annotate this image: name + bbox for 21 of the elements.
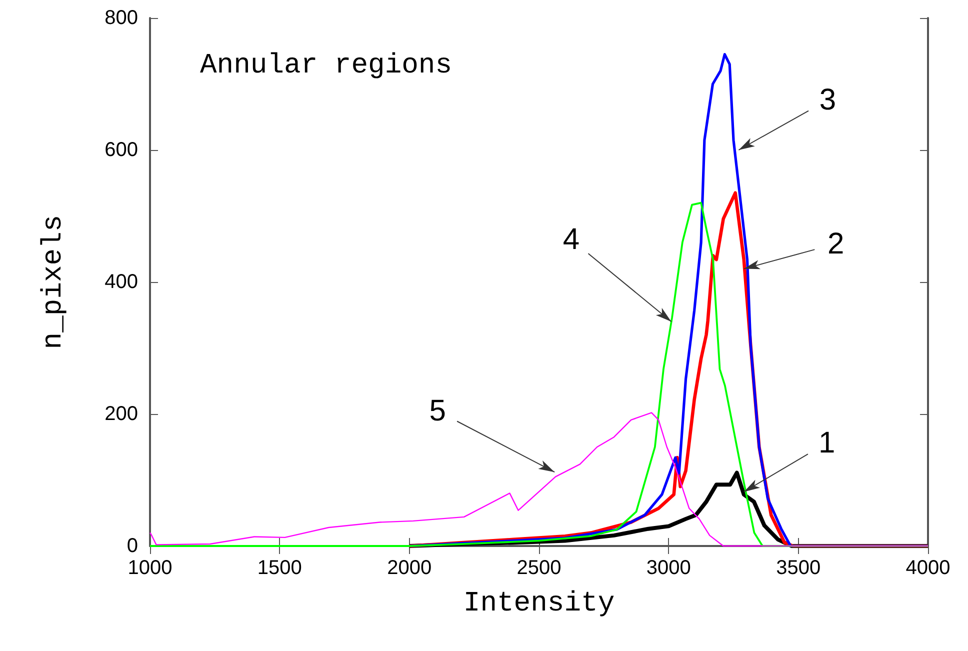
x-tick-label: 1500 bbox=[257, 557, 302, 579]
x-tick-label: 2500 bbox=[516, 557, 562, 579]
annotation: 2 bbox=[828, 227, 844, 260]
x-tick-label: 3000 bbox=[646, 557, 691, 579]
y-tick-label: 400 bbox=[104, 271, 138, 293]
x-tick-label: 3500 bbox=[776, 557, 821, 579]
y-tick-label: 800 bbox=[104, 7, 138, 29]
annotation: Annular regions bbox=[200, 50, 452, 82]
line-series bbox=[149, 202, 929, 547]
x-axis-title: Intensity bbox=[463, 588, 615, 620]
y-tick-label: 600 bbox=[104, 139, 138, 161]
x-tick-label: 2000 bbox=[387, 557, 432, 579]
annotation: 1 bbox=[818, 426, 836, 460]
y-axis-title: n_pixels bbox=[38, 214, 70, 350]
y-tick-label: 0 bbox=[126, 535, 138, 557]
annotation: 3 bbox=[819, 84, 836, 116]
annotation: 5 bbox=[429, 394, 446, 428]
y-tick-label: 200 bbox=[104, 403, 138, 425]
x-tick-label: 4000 bbox=[906, 557, 950, 579]
x-tick-label: 1000 bbox=[128, 557, 172, 579]
annotation: 4 bbox=[562, 223, 580, 256]
